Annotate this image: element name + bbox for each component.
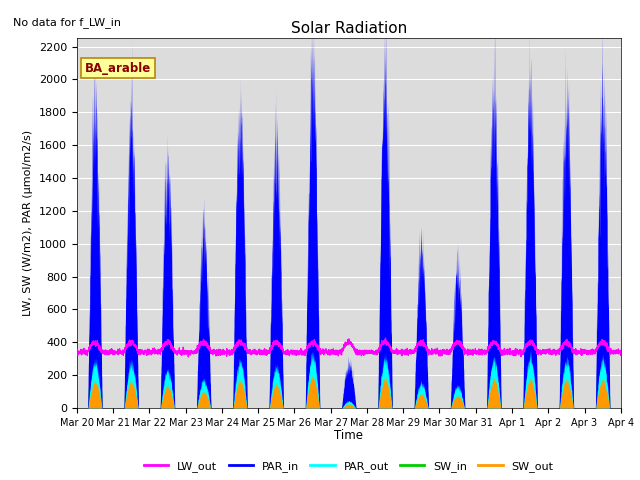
Y-axis label: LW, SW (W/m2), PAR (μmol/m2/s): LW, SW (W/m2), PAR (μmol/m2/s) <box>23 130 33 316</box>
Text: No data for f_LW_in: No data for f_LW_in <box>13 17 121 28</box>
Title: Solar Radiation: Solar Radiation <box>291 21 407 36</box>
X-axis label: Time: Time <box>334 429 364 442</box>
Text: BA_arable: BA_arable <box>85 61 151 75</box>
Legend: LW_out, PAR_in, PAR_out, SW_in, SW_out: LW_out, PAR_in, PAR_out, SW_in, SW_out <box>140 456 558 476</box>
